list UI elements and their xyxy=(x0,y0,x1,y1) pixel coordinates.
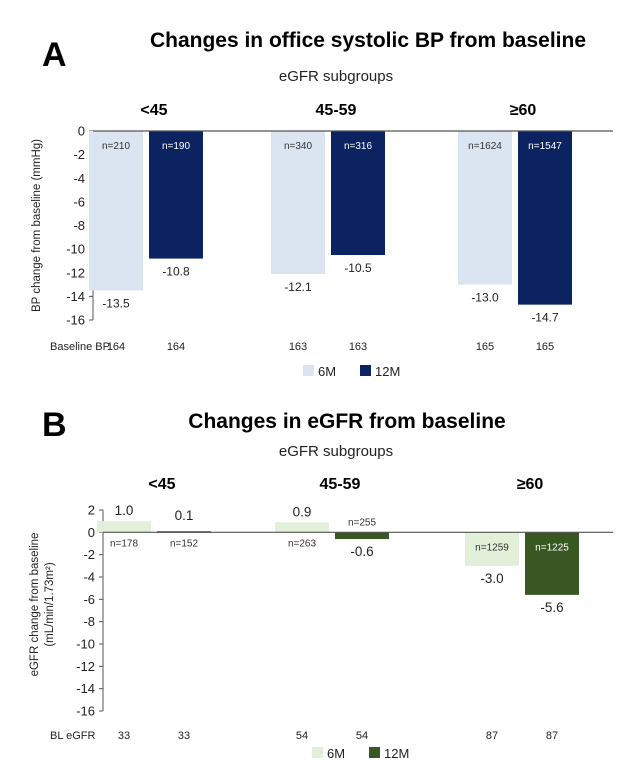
chart-a-y-tick-label: -4 xyxy=(73,171,85,186)
chart-b-y-axis-label: eGFR change from baseline xyxy=(29,533,41,677)
chart-a-value-label: -10.5 xyxy=(344,261,372,275)
chart-b-baseline-row-label: BL eGFR xyxy=(50,730,95,742)
chart-b-group-label: ≥60 xyxy=(517,476,544,493)
panel-letter-a: A xyxy=(42,36,67,74)
chart-b-bar-12m xyxy=(335,532,389,540)
chart-b-legend-label-6m: 6M xyxy=(327,746,345,761)
chart-b-group-label: 45-59 xyxy=(320,476,361,493)
chart-a-baseline-value: 165 xyxy=(476,341,494,353)
chart-b-y-tick-label: -10 xyxy=(76,637,95,652)
chart-b-y-tick-label: -6 xyxy=(83,592,95,607)
chart-b-y-tick-label: -8 xyxy=(83,614,95,629)
chart-a-bar-6m xyxy=(89,131,143,291)
chart-a-y-tick-label: -12 xyxy=(66,265,85,280)
chart-a-y-axis-label: BP change from baseline (mmHg) xyxy=(31,139,43,312)
chart-a-legend-label-6m: 6M xyxy=(318,364,336,379)
chart-b-y-tick-label: 2 xyxy=(88,503,95,518)
chart-a-bar-12m xyxy=(518,131,572,305)
chart-b-legend-swatch-12m xyxy=(369,747,380,758)
chart-b-y-axis-label: (mL/min/1.73m²) xyxy=(44,562,56,647)
chart-b-y-tick-label: -16 xyxy=(76,704,95,719)
chart-a-value-label: -13.5 xyxy=(102,296,130,310)
chart-a: <45 45-59 ≥60 0 -2 -4 -6 -8 -10 -12 -14 -16 BP chang… xyxy=(31,102,613,379)
chart-a-baseline-value: 164 xyxy=(167,341,185,353)
chart-b-value-label: 0.1 xyxy=(175,508,194,523)
chart-b-subtitle: eGFR subgroups xyxy=(279,443,393,460)
chart-b-bar-12m xyxy=(525,532,579,595)
chart-b-n-label: n=152 xyxy=(170,538,199,549)
chart-a-y-tick-label: 0 xyxy=(78,124,85,139)
chart-b-n-label: n=255 xyxy=(348,517,377,528)
chart-b-y-tick-label: 0 xyxy=(88,525,95,540)
chart-a-n-label: n=190 xyxy=(162,141,191,152)
chart-a-baseline-value: 163 xyxy=(349,341,367,353)
chart-b-legend-label-12m: 12M xyxy=(384,746,409,761)
chart-b-y-tick-label: -4 xyxy=(83,570,95,585)
chart-b-value-label: -0.6 xyxy=(350,544,373,559)
chart-a-subtitle: eGFR subgroups xyxy=(279,68,393,85)
chart-b-baseline-value: 87 xyxy=(546,730,558,742)
chart-b-y-tick-label: -2 xyxy=(83,547,95,562)
chart-a-title: Changes in office systolic BP from basel… xyxy=(150,29,586,52)
chart-a-y-tick-label: -14 xyxy=(66,289,85,304)
chart-a-baseline-value: 165 xyxy=(536,341,554,353)
panel-letter-b: B xyxy=(42,406,67,444)
chart-b-title: Changes in eGFR from baseline xyxy=(188,410,505,433)
chart-a-y-tick-label: -6 xyxy=(73,194,85,209)
chart-b-legend-swatch-6m xyxy=(312,747,323,758)
chart-a-group-label: ≥60 xyxy=(510,102,537,119)
chart-b-baseline-value: 87 xyxy=(486,730,498,742)
chart-b-baseline-value: 33 xyxy=(178,730,190,742)
chart-a-y-tick-label: -16 xyxy=(66,313,85,328)
chart-b-baseline-value: 54 xyxy=(296,730,308,742)
chart-a-value-label: -14.7 xyxy=(531,311,559,325)
chart-b-baseline-value: 33 xyxy=(118,730,130,742)
chart-a-n-label: n=1547 xyxy=(528,141,562,152)
chart-a-group-label: 45-59 xyxy=(316,102,357,119)
chart-a-n-label: n=316 xyxy=(344,141,373,152)
chart-b-group-label: <45 xyxy=(148,476,175,493)
chart-a-baseline-row-label: Baseline BP xyxy=(50,341,110,353)
chart-a-baseline-value: 164 xyxy=(107,341,125,353)
chart-a-bar-6m xyxy=(458,131,512,285)
chart-b-value-label: -5.6 xyxy=(540,600,563,615)
chart-a-n-label: n=1624 xyxy=(468,141,502,152)
chart-a-y-tick-label: -8 xyxy=(73,218,85,233)
chart-a-y-tick-label: -10 xyxy=(66,242,85,257)
chart-a-group-label: <45 xyxy=(140,102,167,119)
chart-b-bar-6m xyxy=(465,532,519,566)
chart-b-value-label: 0.9 xyxy=(293,504,312,519)
chart-a-bar-6m xyxy=(271,131,325,274)
chart-a-legend-label-12m: 12M xyxy=(375,364,400,379)
chart-b-n-label: n=263 xyxy=(288,538,317,549)
chart-b: <45 45-59 ≥60 2 0 -2 -4 -6 -8 -10 -12 -14 -16 eGFR ch… xyxy=(29,476,613,761)
chart-a-value-label: -10.8 xyxy=(162,265,190,279)
chart-a-value-label: -12.1 xyxy=(284,280,312,294)
chart-a-bar-12m xyxy=(149,131,203,259)
chart-b-y-tick-label: -12 xyxy=(76,659,95,674)
chart-b-n-label: n=1259 xyxy=(475,542,509,553)
chart-b-baseline-value: 54 xyxy=(356,730,368,742)
chart-b-value-label: -3.0 xyxy=(480,571,503,586)
chart-a-y-tick-label: -2 xyxy=(73,147,85,162)
chart-a-legend-swatch-12m xyxy=(360,365,371,376)
chart-a-n-label: n=340 xyxy=(284,141,313,152)
chart-b-n-label: n=178 xyxy=(110,538,139,549)
chart-b-n-label: n=1225 xyxy=(535,542,569,553)
chart-b-value-label: 1.0 xyxy=(115,503,134,518)
chart-b-bar-6m xyxy=(97,521,151,533)
chart-a-baseline-value: 163 xyxy=(289,341,307,353)
chart-a-n-label: n=210 xyxy=(102,141,131,152)
chart-a-bar-12m xyxy=(331,131,385,256)
chart-b-y-tick-label: -14 xyxy=(76,681,95,696)
chart-a-value-label: -13.0 xyxy=(471,291,499,305)
chart-a-legend-swatch-6m xyxy=(303,365,314,376)
chart-b-bar-6m xyxy=(275,522,329,533)
